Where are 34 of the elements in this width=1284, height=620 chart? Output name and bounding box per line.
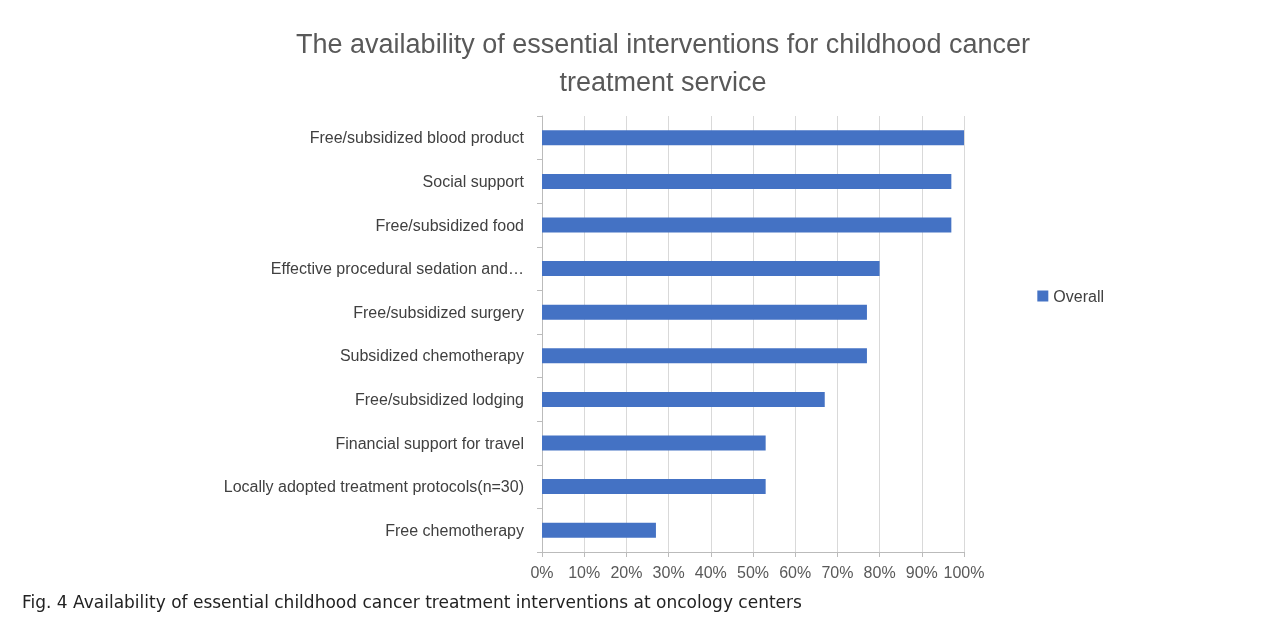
y-tick-label: Financial support for travel	[335, 434, 524, 452]
x-tick-label: 50%	[736, 563, 770, 581]
y-tick-label: Free/subsidized food	[375, 216, 524, 234]
bar	[542, 479, 766, 495]
bar	[542, 435, 766, 451]
x-tick-label: 90%	[905, 563, 938, 581]
x-tick-label: 70%	[821, 563, 854, 581]
x-tick-label: 0%	[530, 563, 554, 581]
x-tick-label: 40%	[694, 563, 727, 581]
bar	[542, 173, 952, 189]
x-tick-label: 80%	[863, 563, 896, 581]
bar	[542, 304, 867, 320]
x-tick-label: 20%	[610, 563, 643, 581]
bar	[542, 522, 656, 538]
y-tick-label: Free/subsidized surgery	[353, 303, 524, 321]
bar	[542, 261, 880, 277]
legend-label: Overall	[1053, 287, 1105, 305]
y-tick-label: Free chemotherapy	[385, 521, 524, 539]
chart-title: The availability of essential interventions for childhood cancer treatment service	[296, 29, 1030, 97]
caption: Fig. 4 Availability of essential childhood cancer treatment interventions at oncology centers	[22, 592, 802, 612]
y-tick-label: Free/subsidized lodging	[355, 390, 524, 408]
x-tick-label: 60%	[779, 563, 812, 581]
y-tick-label: Locally adopted treatment protocols(n=30)	[223, 478, 524, 496]
bar	[542, 130, 964, 146]
bar	[542, 391, 825, 407]
y-tick-label: Effective procedural sedation and…	[270, 260, 524, 278]
x-tick-label: 100%	[943, 563, 985, 581]
x-tick-label: 30%	[652, 563, 685, 581]
bar	[542, 348, 867, 364]
y-tick-label: Free/subsidized blood product	[309, 129, 525, 147]
bar	[542, 217, 952, 233]
x-tick-label: 10%	[568, 563, 601, 581]
y-tick-label: Social support	[422, 172, 525, 190]
y-tick-label: Subsidized chemotherapy	[339, 347, 524, 365]
